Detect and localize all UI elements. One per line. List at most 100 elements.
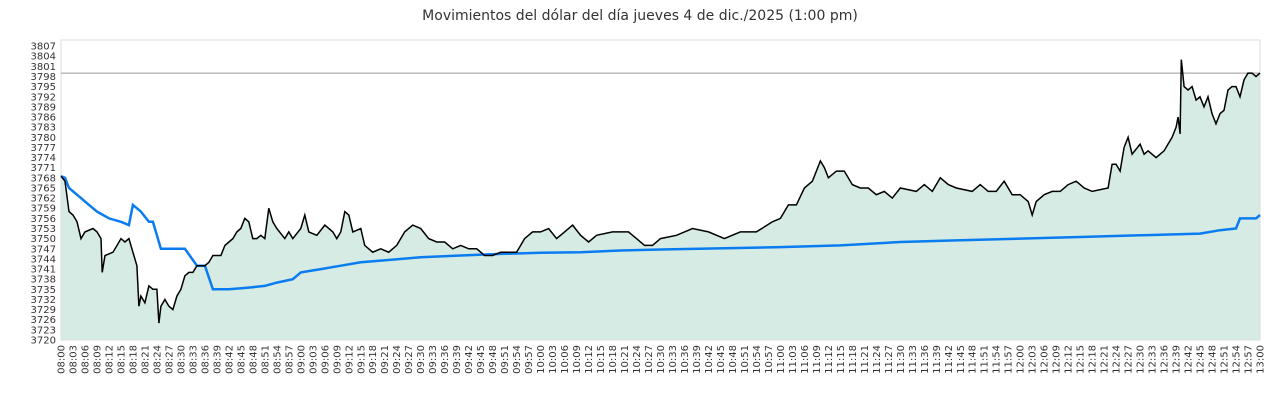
x-tick-label: 10:12	[584, 345, 595, 374]
y-tick-label: 3792	[31, 92, 56, 103]
x-tick-label: 09:33	[428, 345, 439, 374]
x-tick-label: 11:03	[788, 345, 799, 374]
x-tick-label: 10:15	[596, 345, 607, 374]
x-tick-label: 11:15	[836, 345, 847, 374]
x-tick-label: 11:48	[968, 345, 979, 374]
x-tick-label: 09:06	[320, 345, 331, 374]
x-tick-label: 08:57	[284, 345, 295, 374]
x-tick-label: 09:03	[308, 345, 319, 374]
x-tick-label: 11:51	[980, 345, 991, 374]
x-tick-label: 10:21	[620, 345, 631, 374]
x-tick-label: 10:33	[668, 345, 679, 374]
x-tick-label: 10:30	[656, 345, 667, 374]
y-tick-label: 3729	[31, 305, 56, 316]
x-tick-label: 08:33	[188, 345, 199, 374]
x-tick-label: 10:51	[740, 345, 751, 374]
x-tick-label: 08:03	[68, 345, 79, 374]
x-tick-label: 08:24	[152, 345, 163, 374]
x-tick-label: 11:18	[848, 345, 859, 374]
x-tick-label: 11:33	[908, 345, 919, 374]
x-tick-label: 08:15	[116, 345, 127, 374]
x-tick-label: 08:39	[212, 345, 223, 374]
y-tick-label: 3753	[31, 224, 56, 235]
x-tick-label: 08:51	[260, 345, 271, 374]
x-tick-label: 12:39	[1172, 345, 1183, 374]
x-tick-label: 11:24	[872, 345, 883, 374]
x-tick-label: 08:54	[272, 345, 283, 374]
x-tick-label: 11:06	[800, 345, 811, 374]
y-tick-label: 3759	[31, 204, 56, 215]
y-tick-label: 3732	[31, 295, 56, 306]
x-tick-label: 12:48	[1208, 345, 1219, 374]
x-tick-label: 08:36	[200, 345, 211, 374]
y-tick-label: 3774	[31, 153, 56, 164]
x-tick-label: 12:18	[1088, 345, 1099, 374]
x-tick-label: 12:15	[1076, 345, 1087, 374]
y-tick-label: 3756	[31, 214, 56, 225]
x-tick-label: 09:18	[368, 345, 379, 374]
x-tick-label: 12:27	[1124, 345, 1135, 374]
x-tick-label: 12:12	[1064, 345, 1075, 374]
x-tick-label: 11:21	[860, 345, 871, 374]
x-tick-label: 11:54	[992, 345, 1003, 374]
x-tick-label: 09:57	[524, 345, 535, 374]
x-tick-label: 10:09	[572, 345, 583, 374]
y-tick-label: 3738	[31, 275, 56, 286]
x-tick-label: 08:48	[248, 345, 259, 374]
x-tick-label: 10:03	[548, 345, 559, 374]
x-tick-label: 08:18	[128, 345, 139, 374]
y-tick-label: 3723	[31, 325, 56, 336]
x-tick-label: 12:51	[1220, 345, 1231, 374]
x-tick-label: 08:27	[164, 345, 175, 374]
x-tick-label: 08:00	[57, 345, 68, 374]
y-tick-label: 3735	[31, 285, 56, 296]
x-tick-label: 09:39	[452, 345, 463, 374]
x-tick-label: 12:00	[1016, 345, 1027, 374]
y-tick-label: 3747	[31, 244, 56, 255]
x-tick-label: 12:57	[1244, 345, 1255, 374]
x-tick-label: 11:57	[1004, 345, 1015, 374]
x-tick-label: 12:09	[1052, 345, 1063, 374]
x-tick-label: 11:00	[776, 345, 787, 374]
y-tick-label: 3750	[31, 234, 56, 245]
y-tick-label: 3726	[31, 315, 56, 326]
x-tick-label: 10:39	[692, 345, 703, 374]
x-tick-label: 12:30	[1136, 345, 1147, 374]
x-tick-label: 09:00	[296, 345, 307, 374]
y-tick-label: 3807	[31, 42, 56, 53]
x-tick-label: 09:36	[440, 345, 451, 374]
x-tick-label: 11:30	[896, 345, 907, 374]
x-tick-label: 11:45	[956, 345, 967, 374]
x-tick-label: 10:36	[680, 345, 691, 374]
x-tick-label: 09:27	[404, 345, 415, 374]
price-area-fill	[61, 59, 1260, 340]
x-tick-label: 09:21	[380, 345, 391, 374]
y-tick-label: 3768	[31, 173, 56, 184]
x-tick-label: 08:06	[80, 345, 91, 374]
x-tick-label: 08:21	[140, 345, 151, 374]
x-tick-label: 08:12	[104, 345, 115, 374]
x-tick-label: 12:33	[1148, 345, 1159, 374]
y-tick-label: 3795	[31, 82, 56, 93]
x-tick-label: 11:12	[824, 345, 835, 374]
x-tick-label: 10:06	[560, 345, 571, 374]
y-tick-label: 3801	[31, 62, 56, 73]
x-tick-label: 10:45	[716, 345, 727, 374]
y-tick-label: 3720	[31, 336, 56, 347]
average-line	[60, 174, 1261, 291]
chart-title: Movimientos del dólar del día jueves 4 d…	[422, 8, 858, 24]
x-tick-label: 08:09	[92, 345, 103, 374]
x-tick-label: 12:36	[1160, 345, 1171, 374]
x-tick-label: 09:54	[512, 345, 523, 374]
x-tick-label: 12:54	[1232, 345, 1243, 374]
x-tick-label: 09:42	[464, 345, 475, 374]
x-tick-label: 11:09	[812, 345, 823, 374]
x-tick-label: 10:42	[704, 345, 715, 374]
x-tick-label: 09:24	[392, 345, 403, 374]
x-tick-label: 11:27	[884, 345, 895, 374]
x-tick-label: 09:12	[344, 345, 355, 374]
x-tick-label: 12:21	[1100, 345, 1111, 374]
x-tick-label: 10:00	[536, 345, 547, 374]
x-tick-label: 12:24	[1112, 345, 1123, 374]
